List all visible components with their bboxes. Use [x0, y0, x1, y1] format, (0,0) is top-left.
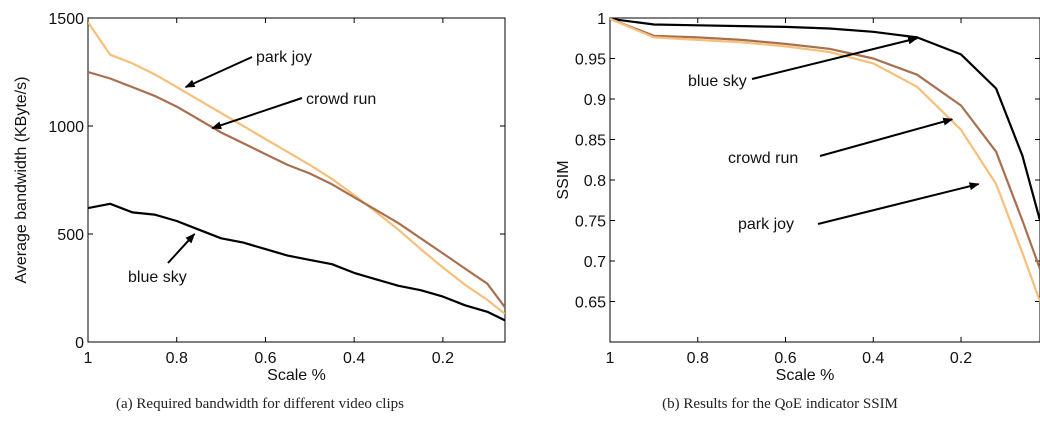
x-axis-label: Scale % — [267, 367, 326, 384]
figure-canvas: 1 0.8 0.6 0.4 0.2 0 500 1000 1500 Scale % Average … — [13, 11, 1040, 384]
plot-frame — [87, 17, 506, 343]
x-tick-label: 1 — [84, 350, 93, 367]
y-tick-label: 0 — [75, 335, 84, 352]
plot-frame — [609, 17, 1040, 343]
annotation-park-joy: park joy — [256, 49, 312, 66]
y-tick-label: 0.9 — [584, 92, 606, 109]
x-tick-label: 0.6 — [254, 350, 276, 367]
x-tick-label: 0.8 — [687, 350, 709, 367]
series-line-park-joy — [610, 18, 1040, 302]
bandwidth-chart: 1 0.8 0.6 0.4 0.2 0 500 1000 1500 Scale % Average … — [13, 11, 506, 384]
annotation-blue-sky: blue sky — [128, 269, 187, 286]
annotation-park-joy: park joy — [738, 216, 794, 233]
annotation-arrow-crowd-run — [819, 117, 954, 157]
series-line-blue-sky — [88, 202, 505, 322]
x-tick-label: 0.8 — [166, 350, 188, 367]
x-axis-label: Scale % — [776, 367, 835, 384]
y-tick-label: 1 — [597, 11, 606, 28]
y-axis-label: SSIM — [555, 160, 572, 199]
series-line-blue-sky — [610, 18, 1040, 221]
series-line-crowd-run — [88, 70, 505, 309]
annotation-arrow-park-joy — [817, 182, 980, 225]
series-line-park-joy — [88, 21, 505, 315]
y-axis-label: Average bandwidth (KByte/s) — [13, 77, 30, 284]
x-tick-label: 0.4 — [343, 350, 365, 367]
x-tick-label: 0.2 — [950, 350, 972, 367]
series-line-crowd-run — [610, 18, 1040, 270]
y-tick-label: 0.8 — [584, 173, 606, 190]
annotation-blue-sky: blue sky — [688, 73, 747, 90]
annotation-arrow-blue-sky — [751, 36, 919, 80]
caption-ssim-chart: (b) Results for the QoE indicator SSIM — [662, 396, 898, 412]
y-tick-label: 1000 — [48, 119, 84, 136]
y-tick-label: 0.7 — [584, 254, 606, 271]
y-tick-label: 1500 — [48, 11, 84, 28]
annotation-arrow-park-joy — [184, 56, 253, 89]
x-tick-label: 0.2 — [432, 350, 454, 367]
x-tick-label: 0.4 — [862, 350, 884, 367]
y-tick-label: 0.95 — [575, 52, 606, 69]
x-tick-label: 1 — [606, 350, 615, 367]
y-tick-label: 0.65 — [575, 295, 606, 312]
y-tick-label: 0.85 — [575, 133, 606, 150]
y-tick-label: 0.75 — [575, 214, 606, 231]
annotation-arrow-crowd-run — [211, 97, 303, 130]
y-tick-label: 500 — [57, 227, 84, 244]
annotation-crowd-run: crowd run — [306, 91, 376, 108]
annotation-crowd-run: crowd run — [728, 150, 798, 167]
x-tick-label: 0.6 — [774, 350, 796, 367]
caption-bandwidth-chart: (a) Required bandwidth for different vid… — [116, 396, 404, 412]
ssim-chart: 1 0.8 0.6 0.4 0.2 0.65 0.7 0.75 0.8 0.85 0.9 0.95 1 S… — [555, 11, 1040, 384]
annotation-arrow-blue-sky — [167, 233, 196, 264]
